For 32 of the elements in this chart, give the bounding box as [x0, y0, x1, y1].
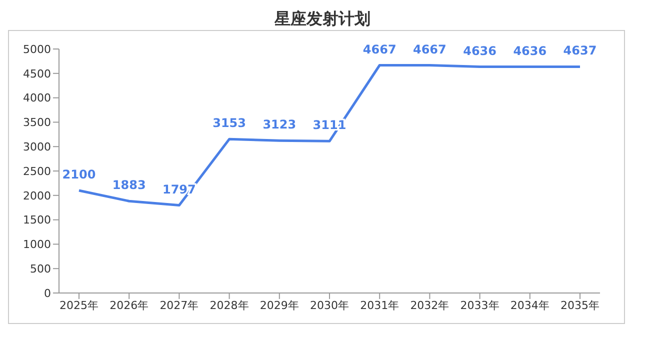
y-tick-label: 3000 [23, 140, 51, 154]
y-tick-label: 3500 [23, 116, 51, 130]
y-tick-label: 4500 [23, 67, 51, 80]
x-tick-label: 2031年 [360, 298, 400, 312]
x-tick-label: 2026年 [110, 298, 149, 312]
x-tick-label: 2028年 [210, 298, 249, 312]
x-tick-label: 2034年 [510, 298, 550, 312]
data-label: 4637 [563, 44, 597, 58]
data-label: 1883 [112, 178, 146, 192]
x-tick-label: 2027年 [160, 298, 199, 312]
y-tick-label: 2000 [23, 189, 51, 202]
chart-title: 星座发射计划 [273, 8, 372, 30]
x-tick-label: 2033年 [460, 298, 500, 312]
y-tick-label: 4000 [23, 92, 51, 105]
data-label: 4667 [362, 42, 396, 56]
x-tick-label: 2032年 [410, 298, 450, 312]
data-label: 3123 [262, 118, 296, 132]
x-tick-label: 2025年 [60, 298, 98, 312]
y-tick-label: 2500 [23, 164, 51, 178]
x-tick-label: 2035年 [560, 298, 600, 312]
data-label: 3153 [212, 116, 246, 130]
y-tick-label: 500 [30, 262, 51, 276]
data-label: 4636 [463, 44, 497, 58]
data-label: 4636 [513, 44, 547, 58]
x-tick-label: 2029年 [260, 298, 299, 312]
y-tick-label: 5000 [23, 42, 51, 56]
data-label: 2100 [62, 168, 96, 182]
data-label: 4667 [412, 42, 446, 56]
y-tick-label: 1000 [23, 238, 51, 252]
x-tick-label: 2030年 [310, 298, 349, 312]
y-tick-label: 0 [44, 286, 51, 300]
y-tick-label: 1500 [23, 214, 51, 227]
